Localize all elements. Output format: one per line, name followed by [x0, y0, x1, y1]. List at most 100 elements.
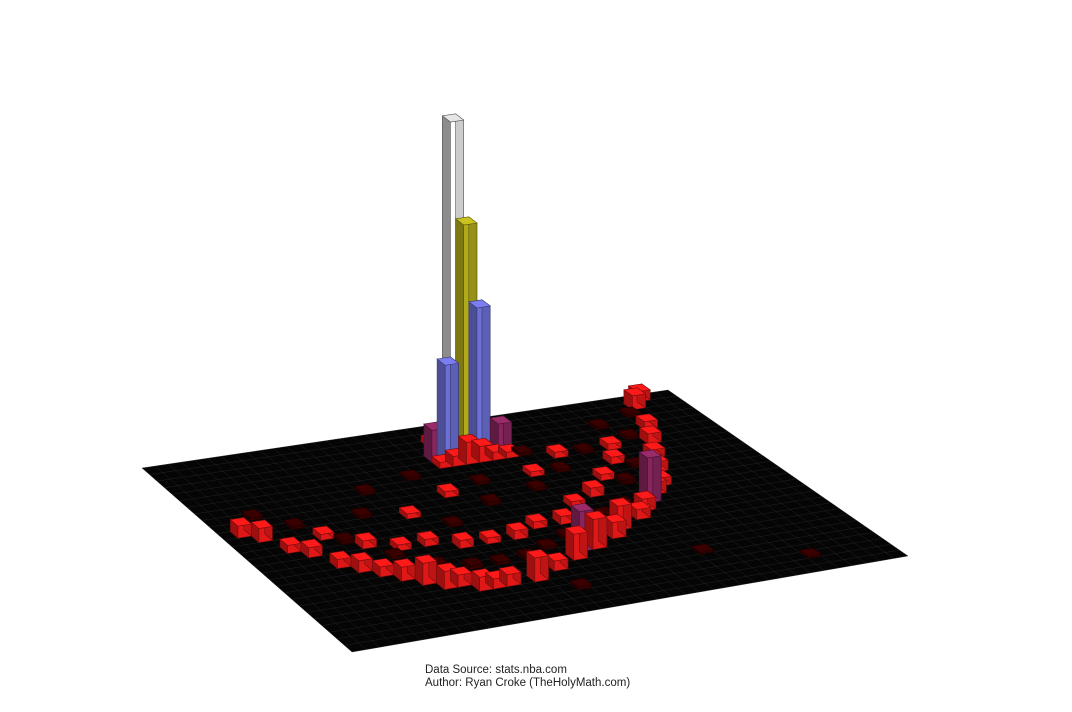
floor-plane	[142, 390, 908, 652]
bar-top-face	[608, 497, 633, 507]
bars-group	[229, 113, 823, 592]
bar-9-20	[414, 554, 438, 587]
bar-3-13	[279, 536, 302, 555]
bar-top-face	[638, 449, 662, 459]
author-text: Author: Ryan Croke (TheHolyMath.com)	[425, 677, 631, 689]
bar-6-17	[350, 551, 374, 574]
bar-16-22	[526, 548, 550, 583]
bar-34-25	[798, 547, 823, 559]
bar-top-face	[454, 216, 478, 226]
bar-top-face	[690, 543, 715, 553]
floor-grid-line	[351, 555, 909, 653]
bar-1-10	[229, 516, 253, 539]
bar-14-16	[451, 531, 475, 550]
bar-top-face	[398, 505, 422, 515]
bar-top-face	[468, 473, 492, 483]
bar-top-face	[436, 356, 460, 366]
bar-14-22	[498, 565, 522, 588]
bar-20-4	[436, 356, 460, 461]
bar-top-face	[602, 448, 626, 458]
bar-top-face	[535, 538, 559, 548]
bar-top-face	[598, 435, 623, 445]
bar-top-face	[524, 479, 548, 489]
bar-top-face	[642, 441, 666, 451]
bar-top-face	[572, 442, 596, 452]
bar-28-22	[690, 543, 715, 555]
bar-4-14	[300, 538, 323, 559]
bar-top-face	[451, 531, 475, 541]
bar-16-16	[478, 528, 502, 545]
bar-top-face	[562, 493, 586, 503]
bar-20-15	[524, 512, 548, 530]
bar-13-19	[461, 556, 485, 571]
bar-top-face	[478, 529, 502, 539]
bar-top-face	[441, 113, 465, 123]
floor-grid-line	[321, 532, 874, 626]
bar-left-face	[423, 423, 433, 463]
bar-27-6	[545, 443, 569, 459]
bar-10-10	[350, 506, 374, 520]
bar-right-face	[481, 299, 491, 447]
bar-5-16	[329, 550, 352, 570]
bar-29-6	[572, 442, 596, 455]
bar-3-8	[241, 508, 264, 522]
bar-18-16	[505, 521, 529, 541]
bar-10-15	[389, 535, 413, 552]
bar-top-face	[635, 413, 659, 423]
bar-top-face	[633, 490, 657, 500]
bar-top-face	[526, 549, 550, 559]
bar-top-face	[587, 418, 611, 428]
bar-top-face	[545, 443, 569, 453]
bar-top-face	[470, 437, 494, 447]
bar-16-6	[399, 468, 422, 482]
bar-top-face	[489, 415, 513, 425]
bar-31-6	[598, 435, 623, 451]
bar-top-face	[569, 577, 593, 588]
bar-top-face	[300, 538, 323, 549]
bar-top-face	[383, 547, 407, 558]
bar-top-face	[627, 500, 652, 511]
bar-top-face	[399, 469, 422, 479]
bar-19-18	[535, 537, 559, 551]
bar-top-face	[389, 536, 413, 546]
bar-top-face	[623, 387, 647, 397]
bar-top-face	[505, 521, 529, 532]
bar-top-face	[510, 444, 534, 454]
bar-34-6	[638, 425, 663, 445]
bar-top-face	[618, 406, 642, 416]
credits: Data Source: stats.nba.com Author: Ryan …	[425, 664, 630, 690]
bar-5-10	[283, 517, 306, 531]
bar-top-face	[798, 547, 823, 557]
bar-top-face	[441, 515, 465, 525]
floor-grid-line	[329, 538, 883, 633]
bar-15-19	[488, 553, 512, 567]
bar-22-19	[584, 510, 608, 551]
bar-top-face	[250, 519, 274, 529]
bar-top-face	[548, 461, 572, 471]
bar-6-12	[312, 525, 335, 542]
bar-20-8	[468, 473, 492, 486]
floor-grid-line	[314, 526, 866, 620]
bar-top-face	[312, 525, 335, 535]
bar-top-face	[468, 299, 491, 309]
bar-2-11	[250, 519, 274, 544]
bar-left-face	[436, 358, 446, 461]
bar-24-18	[603, 513, 627, 540]
bar-top-face	[498, 565, 522, 576]
bar-top-face	[591, 466, 616, 476]
bar-right-face	[450, 356, 459, 459]
bar-29-11	[613, 471, 637, 486]
bar-top-face	[584, 510, 608, 520]
bar-top-face	[283, 517, 306, 528]
bar-top-face	[354, 532, 378, 542]
bar-top-face	[521, 463, 546, 473]
bar-top-face	[524, 513, 548, 523]
bar-top-face	[479, 493, 503, 503]
bar-12-15	[416, 530, 440, 548]
bar-top-face	[564, 525, 589, 535]
bar-30-8	[602, 448, 626, 465]
bar-24-8	[521, 462, 546, 478]
floor-grid-line	[246, 472, 789, 561]
